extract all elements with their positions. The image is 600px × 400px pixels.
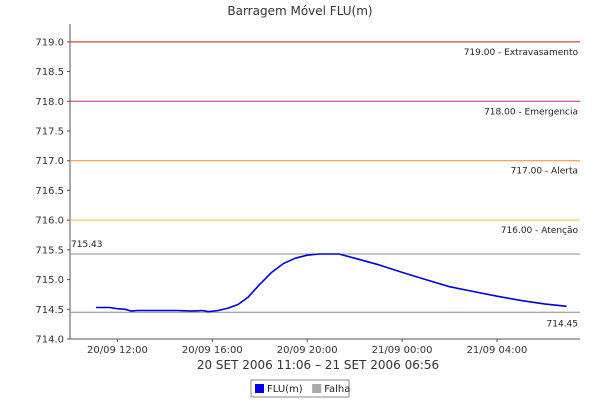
chart-title: Barragem Móvel FLU(m): [227, 4, 372, 18]
y-tick-label: 716.5: [35, 186, 64, 197]
y-tick-label: 715.0: [35, 275, 64, 286]
threshold-lines: [70, 41, 580, 313]
x-tick-label: 20/09 16:00: [182, 345, 243, 356]
legend-label: Falha: [324, 384, 350, 395]
plot-background: [70, 24, 580, 339]
y-tick-label: 718.5: [35, 67, 64, 78]
x-tick-label: 21/09 00:00: [372, 345, 433, 356]
threshold-label: 717.00 - Alerta: [511, 167, 578, 177]
legend-swatch: [255, 384, 264, 393]
max-label: 715.43: [71, 240, 103, 250]
threshold-label: 718.00 - Emergencia: [484, 107, 578, 117]
date-range-label: 20 SET 2006 11:06 – 21 SET 2006 06:56: [197, 358, 439, 372]
legend-label: FLU(m): [267, 384, 303, 395]
y-axis: 714.0 714.5 715.0 715.5 716.0 716.5 717.0 717.5…: [35, 24, 71, 346]
y-tick-label: 717.5: [35, 126, 64, 137]
y-tick-label: 716.0: [35, 216, 64, 227]
threshold-label: 719.00 - Extravasamento: [464, 48, 579, 58]
y-tick-label: 714.0: [35, 335, 64, 346]
x-tick-label: 20/09 20:00: [277, 345, 338, 356]
annotations: 719.00 - Extravasamento 718.00 - Emergenc…: [71, 48, 578, 329]
y-tick-label: 718.0: [35, 97, 64, 108]
legend: FLU(m) Falha: [250, 379, 350, 398]
legend-swatch: [312, 384, 322, 393]
plot-area: [70, 24, 580, 339]
x-tick-label: 21/09 04:00: [467, 345, 528, 356]
y-tick-label: 717.0: [35, 156, 64, 167]
x-axis: 20/09 12:00 20/09 16:00 20/09 20:00 21/09 0…: [70, 338, 580, 356]
series-line-flu: [96, 253, 567, 313]
series-group: [96, 253, 567, 313]
y-tick-label: 715.5: [35, 245, 64, 256]
y-tick-label: 719.0: [35, 37, 64, 48]
legend-box: [250, 379, 350, 398]
min-label: 714.45: [547, 319, 579, 329]
threshold-label: 716.00 - Atenção: [501, 226, 579, 236]
x-tick-label: 20/09 12:00: [87, 345, 148, 356]
y-tick-label: 714.5: [35, 305, 64, 316]
